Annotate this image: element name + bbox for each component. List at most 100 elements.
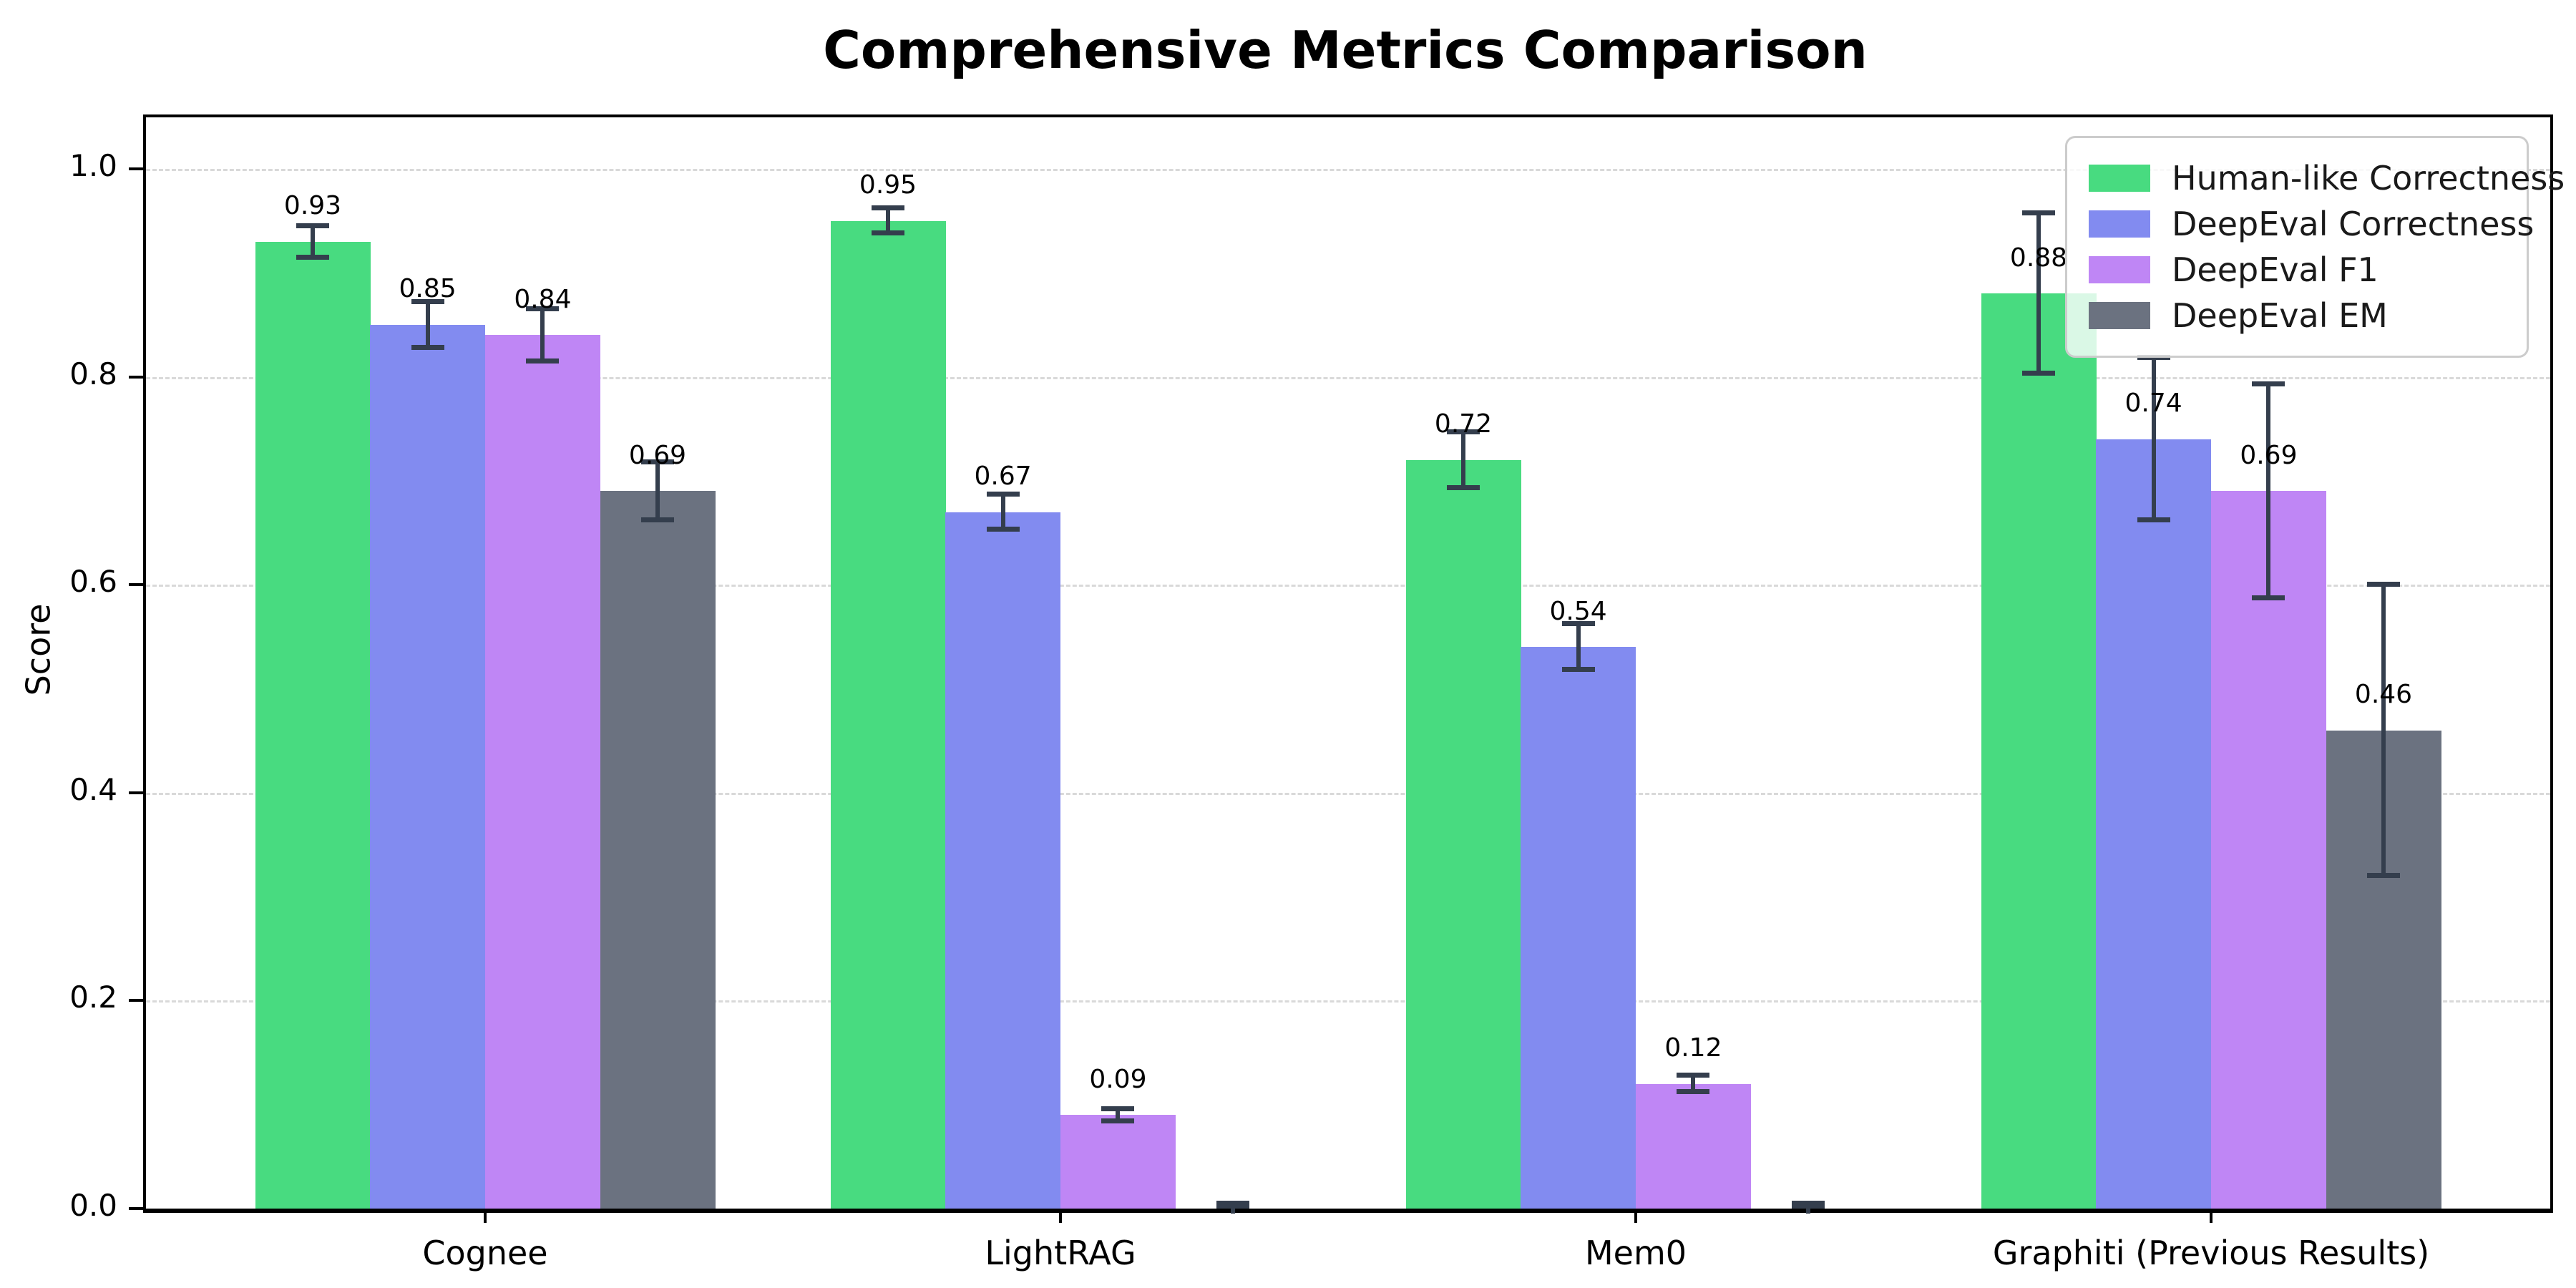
error-bar-bottom-cap (872, 230, 904, 236)
bar-value-label: 0.84 (514, 284, 572, 314)
legend: Human-like Correctness DeepEval Correctne… (2065, 136, 2565, 358)
legend-item: Human-like Correctness (2089, 155, 2565, 201)
x-tick (1634, 1209, 1637, 1223)
gridline (146, 585, 2550, 587)
error-bar-top-cap (1677, 1073, 1710, 1078)
bar-value-label: 0.74 (2124, 389, 2182, 419)
error-bar-top-cap (1447, 429, 1480, 434)
legend-swatch (2089, 302, 2150, 329)
bar-1-3 (1405, 459, 1521, 1209)
bar-value-label: 0.88 (2009, 243, 2068, 273)
error-bar (655, 462, 660, 521)
bar-2-4 (2096, 439, 2212, 1209)
error-bar-bottom-cap (2022, 371, 2055, 376)
error-bar-bottom-cap (1677, 1089, 1710, 1095)
x-tick-label: LightRAG (985, 1234, 1136, 1272)
error-bar-top-cap (986, 491, 1020, 497)
error-bar (2381, 585, 2386, 877)
error-bar-bottom-cap (411, 344, 444, 350)
error-bar (886, 208, 890, 234)
y-tick-label: 1.0 (69, 148, 117, 183)
error-bar (1691, 1075, 1696, 1093)
error-bar-top-cap (1792, 1200, 1825, 1206)
error-bar (2151, 358, 2156, 521)
bar-value-label: 0.85 (399, 274, 457, 304)
bar-value-label: 0.69 (628, 440, 687, 470)
x-tick (1059, 1209, 1062, 1223)
error-bar-top-cap (1561, 621, 1595, 627)
y-tick (129, 167, 146, 170)
y-tick (129, 791, 146, 794)
error-bar-bottom-cap (2137, 517, 2170, 523)
bar-2-1 (370, 324, 486, 1209)
error-bar-top-cap (526, 306, 560, 312)
y-tick-label: 0.4 (69, 771, 117, 807)
bar-value-label: 0.67 (974, 461, 1032, 491)
gridline (146, 1000, 2550, 1003)
error-bar-top-cap (872, 205, 904, 211)
error-bar-bottom-cap (526, 358, 560, 364)
error-bar (1000, 494, 1005, 530)
legend-label: DeepEval F1 (2172, 250, 2379, 289)
bar-value-label: 0.12 (1664, 1033, 1722, 1063)
error-bar-top-cap (2367, 582, 2400, 587)
error-bar (1461, 431, 1465, 489)
y-tick (129, 999, 146, 1002)
error-bar-bottom-cap (1101, 1118, 1135, 1123)
y-tick (129, 583, 146, 587)
error-bar-top-cap (296, 223, 329, 228)
y-tick-label: 0.8 (69, 356, 117, 391)
error-bar (1116, 1108, 1121, 1121)
bar-value-label: 0.69 (2240, 440, 2298, 470)
bar-value-label: 0.72 (1434, 409, 1493, 439)
legend-swatch (2089, 165, 2150, 192)
legend-swatch (2089, 256, 2150, 283)
error-bar-bottom-cap (2367, 873, 2400, 879)
error-bar (425, 302, 430, 348)
error-bar-top-cap (2022, 210, 2055, 216)
x-tick (2210, 1209, 2212, 1223)
y-tick-label: 0.2 (69, 980, 117, 1015)
error-bar (2036, 213, 2041, 374)
gridline (146, 792, 2550, 795)
legend-item: DeepEval F1 (2089, 247, 2505, 293)
bar-3-4 (2210, 491, 2326, 1209)
y-tick (129, 375, 146, 379)
bar-value-label: 0.46 (2354, 680, 2413, 710)
x-tick-label: Cognee (422, 1234, 548, 1272)
error-bar (311, 225, 315, 258)
legend-label: DeepEval EM (2172, 296, 2388, 335)
bar-3-3 (1635, 1083, 1751, 1209)
error-bar (540, 309, 545, 361)
error-bar-bottom-cap (1447, 485, 1480, 491)
legend-label: DeepEval Correctness (2172, 205, 2534, 243)
bar-value-label: 0.93 (283, 191, 342, 221)
error-bar-bottom-cap (986, 527, 1020, 532)
x-tick-label: Graphiti (Previous Results) (1992, 1234, 2430, 1272)
y-tick-label: 0.6 (69, 564, 117, 600)
legend-label: Human-like Correctness (2172, 159, 2565, 197)
bar-2-2 (945, 512, 1061, 1209)
error-bar-bottom-cap (641, 517, 674, 523)
bar-4-1 (600, 491, 716, 1209)
error-bar-bottom-cap (1792, 1204, 1825, 1209)
bar-2-3 (1521, 647, 1636, 1209)
y-tick (129, 1207, 146, 1210)
y-axis-label: Score (19, 603, 58, 696)
legend-item: DeepEval Correctness (2089, 201, 2534, 247)
bar-value-label: 0.09 (1089, 1064, 1147, 1094)
error-bar (2266, 384, 2271, 599)
x-tick-label: Mem0 (1584, 1234, 1687, 1272)
error-bar-top-cap (411, 298, 444, 304)
plot-area: 0.0 0.2 0.4 0.6 0.8 1.0 Cognee LightRAG Mem0 Grap… (69, 114, 2553, 1272)
error-bar-bottom-cap (1561, 667, 1595, 673)
error-bar (1576, 624, 1581, 670)
y-tick-label: 0.0 (69, 1188, 117, 1223)
gridline (146, 376, 2550, 379)
error-bar-bottom-cap (296, 254, 329, 260)
legend-swatch (2089, 210, 2150, 238)
bar-1-1 (255, 241, 371, 1209)
error-bar-top-cap (2252, 381, 2285, 386)
gridline (146, 169, 2550, 171)
